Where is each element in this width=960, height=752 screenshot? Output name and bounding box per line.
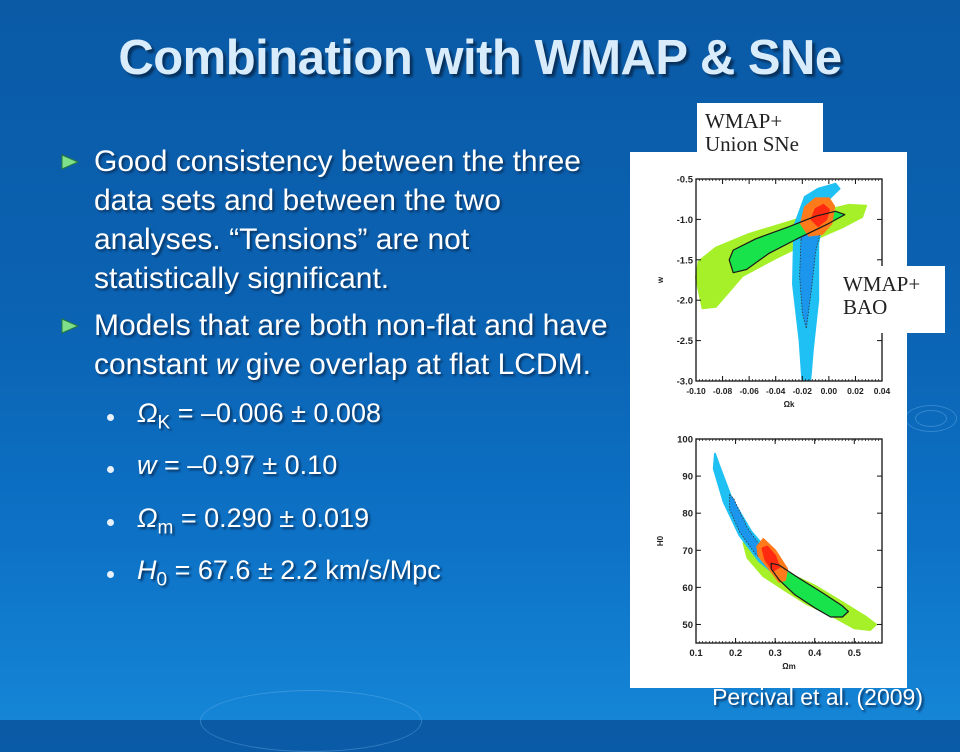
y-tick-label: -1.0 bbox=[677, 215, 693, 226]
subscript: 0 bbox=[156, 569, 168, 591]
x-tick-label: 0.00 bbox=[821, 386, 838, 396]
symbol: w bbox=[137, 450, 157, 481]
contour-wmap-union-sne-68- bbox=[771, 563, 849, 617]
label-line: Union SNe bbox=[705, 132, 799, 156]
bullet-consistency: Good consistency between the three data … bbox=[57, 142, 617, 298]
symbol: Ω bbox=[137, 398, 158, 428]
label-wmap-sne: WMAP+ Union SNe bbox=[697, 103, 823, 160]
label-line: WMAP+ bbox=[705, 109, 783, 133]
y-tick-label: -1.5 bbox=[677, 255, 694, 266]
value: = 67.6 ± 2.2 km/s/Mpc bbox=[167, 555, 441, 586]
contour-outline-sne-68 bbox=[728, 210, 846, 274]
bullet-models: Models that are both non-flat and have c… bbox=[57, 306, 617, 384]
value: = –0.97 ± 0.10 bbox=[156, 450, 338, 481]
x-tick-label: 0.2 bbox=[729, 648, 742, 659]
x-axis-label: Ωk bbox=[784, 400, 795, 409]
label-line: BAO bbox=[843, 295, 888, 319]
bullet-text: Models that are both non-flat and have c… bbox=[94, 309, 608, 381]
arrow-bullet-icon bbox=[61, 154, 80, 170]
y-tick-label: -2.0 bbox=[677, 296, 693, 307]
y-tick-label: 60 bbox=[682, 583, 693, 594]
x-tick-label: 0.02 bbox=[847, 386, 864, 396]
y-tick-label: 50 bbox=[682, 620, 693, 631]
y-tick-label: 100 bbox=[677, 435, 693, 446]
y-tick-label: 90 bbox=[682, 472, 693, 483]
x-tick-label: -0.04 bbox=[766, 386, 786, 396]
y-tick-label: 80 bbox=[682, 509, 693, 520]
label-wmap-bao: WMAP+ BAO bbox=[835, 266, 945, 333]
y-tick-label: 70 bbox=[682, 546, 693, 557]
ripple-decoration bbox=[200, 690, 422, 752]
bullet-text: give overlap at flat LCDM. bbox=[237, 348, 591, 381]
symbol: Ω bbox=[137, 502, 158, 533]
x-tick-label: 0.1 bbox=[689, 648, 703, 659]
slide-title: Combination with WMAP & SNe bbox=[118, 31, 842, 85]
value: = 0.290 ± 0.019 bbox=[173, 502, 370, 533]
dot-bullet-icon bbox=[107, 414, 114, 421]
sub-bullet: Ωm = 0.290 ± 0.019 bbox=[57, 497, 617, 549]
x-tick-label: -0.02 bbox=[793, 386, 813, 396]
figure-panel: -0.10 -0.08 -0.06 -0.04 -0.02 0.00 0.02 0.04 -0.… bbox=[630, 152, 907, 688]
value: = –0.006 ± 0.008 bbox=[170, 398, 381, 428]
y-tick-label: -2.5 bbox=[677, 336, 694, 347]
x-tick-label: 0.04 bbox=[874, 386, 891, 396]
x-tick-label: -0.08 bbox=[713, 386, 733, 396]
sub-bullet: ΩK = –0.006 ± 0.008 bbox=[57, 392, 617, 444]
dot-bullet-icon bbox=[107, 518, 114, 526]
subscript: m bbox=[157, 517, 174, 539]
y-axis-label: w bbox=[656, 276, 665, 284]
dot-bullet-icon bbox=[107, 466, 114, 474]
label-line: WMAP+ bbox=[843, 272, 921, 296]
dot-bullet-icon bbox=[107, 571, 114, 579]
bullet-list: Good consistency between the three data … bbox=[57, 142, 617, 602]
sub-bullet-list: ΩK = –0.006 ± 0.008 w = –0.97 ± 0.10 Ωm = … bbox=[57, 392, 617, 602]
subscript: K bbox=[157, 412, 171, 434]
y-axis-label: H0 bbox=[656, 535, 665, 546]
x-tick-label: -0.10 bbox=[686, 386, 706, 396]
bullet-text: Good consistency between the three data … bbox=[94, 145, 581, 295]
sub-bullet: H0 = 67.6 ± 2.2 km/s/Mpc bbox=[57, 549, 617, 601]
citation: Percival et al. (2009) bbox=[712, 684, 923, 710]
x-axis-label: Ωm bbox=[782, 662, 796, 671]
sub-bullet: w = –0.97 ± 0.10 bbox=[57, 444, 617, 496]
ripple-decoration bbox=[915, 410, 947, 427]
contour-figure: -0.10 -0.08 -0.06 -0.04 -0.02 0.00 0.02 0.04 -0.… bbox=[656, 175, 891, 672]
arrow-bullet-icon bbox=[61, 318, 80, 334]
x-tick-label: 0.3 bbox=[769, 648, 782, 659]
x-tick-label: -0.06 bbox=[739, 386, 759, 396]
bullet-italic-w: w bbox=[215, 348, 238, 381]
symbol: H bbox=[137, 555, 157, 586]
x-tick-label: 0.4 bbox=[808, 648, 822, 659]
x-tick-label: 0.5 bbox=[848, 648, 862, 659]
y-tick-label: -0.5 bbox=[677, 175, 694, 186]
y-tick-label: -3.0 bbox=[677, 377, 693, 388]
contour-outline-sne-68 bbox=[770, 562, 849, 618]
